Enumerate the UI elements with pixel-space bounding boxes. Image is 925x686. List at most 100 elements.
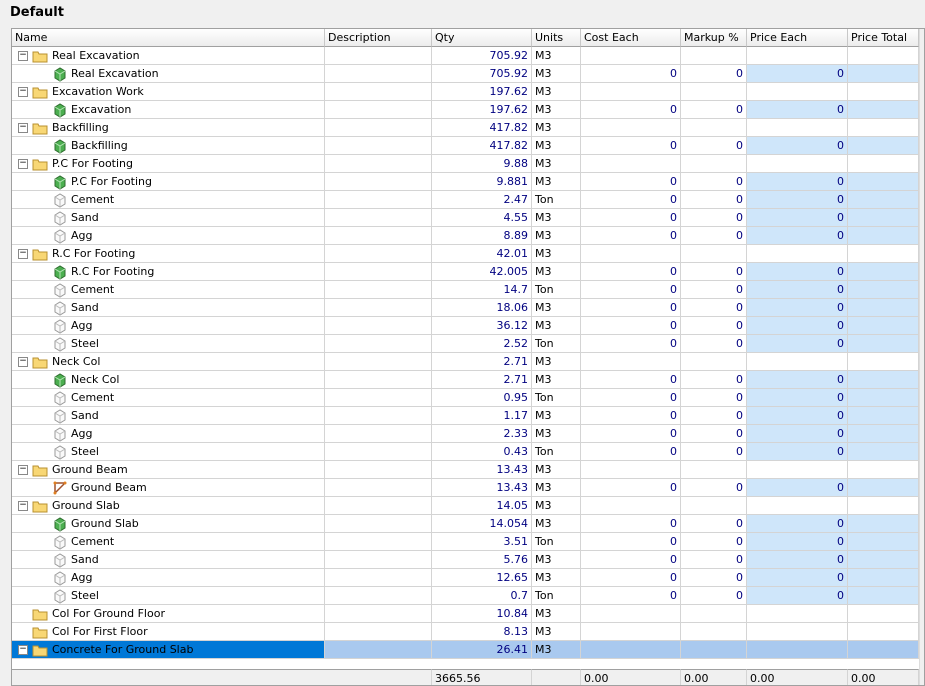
- cost-each: 0: [581, 299, 681, 317]
- tree-row[interactable]: Sand: [12, 407, 325, 425]
- tree-row[interactable]: Agg: [12, 317, 325, 335]
- tree-row[interactable]: R.C For Footing: [12, 263, 325, 281]
- tree-row[interactable]: − Neck Col: [12, 353, 325, 371]
- icon: [32, 156, 48, 172]
- tree-row[interactable]: Neck Col: [12, 371, 325, 389]
- tree-row[interactable]: Steel: [12, 587, 325, 605]
- column-header[interactable]: Price Total: [848, 29, 919, 47]
- tree-row[interactable]: Sand: [12, 299, 325, 317]
- qty: 10.84: [432, 605, 532, 623]
- tree-row[interactable]: Ground Beam: [12, 479, 325, 497]
- expander[interactable]: −: [18, 50, 28, 61]
- cost-each: 0: [581, 479, 681, 497]
- column-header[interactable]: Cost Each: [581, 29, 681, 47]
- tree-row[interactable]: Sand: [12, 551, 325, 569]
- tree-row[interactable]: − Excavation Work: [12, 83, 325, 101]
- description: [325, 119, 432, 137]
- item-name: Ground Beam: [52, 463, 128, 476]
- price-total: [848, 353, 919, 371]
- price-each: 0: [747, 533, 848, 551]
- price-each: [747, 119, 848, 137]
- icon: [52, 336, 68, 352]
- description: [325, 65, 432, 83]
- icon: [52, 300, 68, 316]
- cost-each: 0: [581, 227, 681, 245]
- tree-row[interactable]: P.C For Footing: [12, 173, 325, 191]
- item-name: Real Excavation: [71, 67, 159, 80]
- cost-each: 0: [581, 263, 681, 281]
- tree-row[interactable]: − Backfilling: [12, 119, 325, 137]
- qty: 705.92: [432, 47, 532, 65]
- tree-row[interactable]: − Ground Slab: [12, 497, 325, 515]
- markup: [681, 245, 747, 263]
- cost-each: 0: [581, 317, 681, 335]
- tree-row[interactable]: Cement: [12, 191, 325, 209]
- qty: 417.82: [432, 119, 532, 137]
- column-header[interactable]: Price Each: [747, 29, 848, 47]
- tree-row[interactable]: Agg: [12, 227, 325, 245]
- icon: [32, 354, 48, 370]
- column-header[interactable]: Qty: [432, 29, 532, 47]
- description: [325, 101, 432, 119]
- units: Ton: [532, 389, 581, 407]
- item-name: Ground Slab: [52, 499, 120, 512]
- tree-row[interactable]: − R.C For Footing: [12, 245, 325, 263]
- tree-row[interactable]: Sand: [12, 209, 325, 227]
- tree-row[interactable]: Cement: [12, 389, 325, 407]
- item-name: Excavation: [71, 103, 132, 116]
- tree-row[interactable]: Steel: [12, 335, 325, 353]
- expander[interactable]: −: [18, 356, 28, 367]
- tree-row[interactable]: Agg: [12, 569, 325, 587]
- price-total: [848, 245, 919, 263]
- item-name: Agg: [71, 427, 93, 440]
- column-header[interactable]: Markup %: [681, 29, 747, 47]
- description: [325, 515, 432, 533]
- expander[interactable]: −: [18, 500, 28, 511]
- column-header[interactable]: Description: [325, 29, 432, 47]
- expander[interactable]: −: [18, 464, 28, 475]
- icon: [52, 264, 68, 280]
- price-each: [747, 605, 848, 623]
- tree-row[interactable]: Backfilling: [12, 137, 325, 155]
- expander[interactable]: −: [18, 644, 28, 655]
- price-each: 0: [747, 65, 848, 83]
- cost-each: [581, 155, 681, 173]
- tree-row[interactable]: − Ground Beam: [12, 461, 325, 479]
- tree-row[interactable]: Excavation: [12, 101, 325, 119]
- item-name: Sand: [71, 409, 99, 422]
- tree-row[interactable]: Col For First Floor: [12, 623, 325, 641]
- expander[interactable]: −: [18, 248, 28, 259]
- cost-each: 0: [581, 209, 681, 227]
- tree-row[interactable]: Steel: [12, 443, 325, 461]
- qty: 36.12: [432, 317, 532, 335]
- units: M3: [532, 479, 581, 497]
- item-name: Cement: [71, 283, 115, 296]
- tree-row[interactable]: Col For Ground Floor: [12, 605, 325, 623]
- tree-row[interactable]: − P.C For Footing: [12, 155, 325, 173]
- tree-row[interactable]: Agg: [12, 425, 325, 443]
- tree-row[interactable]: Ground Slab: [12, 515, 325, 533]
- price-total: [848, 47, 919, 65]
- column-header[interactable]: Units: [532, 29, 581, 47]
- description: [325, 83, 432, 101]
- total-cost: 0.00: [581, 669, 681, 685]
- price-total: [848, 155, 919, 173]
- tree-row[interactable]: Cement: [12, 533, 325, 551]
- column-header[interactable]: Name: [12, 29, 325, 47]
- tree-row[interactable]: Cement: [12, 281, 325, 299]
- expander[interactable]: −: [18, 158, 28, 169]
- markup: 0: [681, 65, 747, 83]
- expander[interactable]: −: [18, 86, 28, 97]
- price-each: 0: [747, 371, 848, 389]
- expander[interactable]: −: [18, 122, 28, 133]
- cost-each: [581, 47, 681, 65]
- description: [325, 245, 432, 263]
- markup: 0: [681, 443, 747, 461]
- scrollbar[interactable]: [919, 29, 924, 685]
- tree-row[interactable]: − Concrete For Ground Slab: [12, 641, 325, 659]
- tree-row[interactable]: Real Excavation: [12, 65, 325, 83]
- markup: 0: [681, 227, 747, 245]
- price-each: 0: [747, 281, 848, 299]
- markup: 0: [681, 281, 747, 299]
- tree-row[interactable]: − Real Excavation: [12, 47, 325, 65]
